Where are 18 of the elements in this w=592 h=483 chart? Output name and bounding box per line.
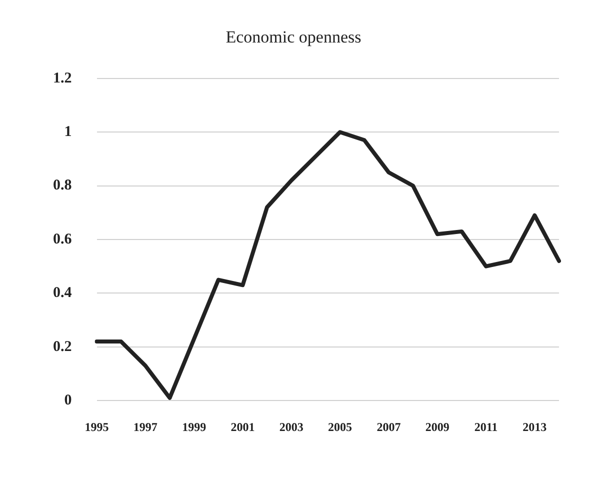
chart-title: Economic openness	[226, 28, 362, 47]
y-tick-label: 0	[64, 392, 72, 408]
x-tick-label: 2005	[328, 420, 352, 434]
y-tick-label: 0.2	[53, 338, 72, 355]
x-tick-label: 2011	[474, 420, 498, 434]
x-tick-label: 2003	[279, 420, 304, 434]
x-tick-label: 1999	[182, 420, 206, 434]
y-tick-label: 0.6	[53, 231, 72, 248]
x-tick-label: 2009	[425, 420, 450, 434]
y-tick-label: 0.8	[53, 178, 72, 194]
y-tick-label: 1.2	[53, 70, 72, 86]
y-tick-label: 0.4	[53, 285, 72, 302]
x-tick-label: 1997	[133, 420, 158, 434]
y-tick-label: 1	[64, 124, 72, 140]
x-tick-label: 1995	[84, 420, 109, 434]
x-tick-label: 2001	[230, 420, 255, 434]
x-tick-label: 2013	[522, 420, 547, 434]
x-tick-label: 2007	[376, 420, 401, 434]
